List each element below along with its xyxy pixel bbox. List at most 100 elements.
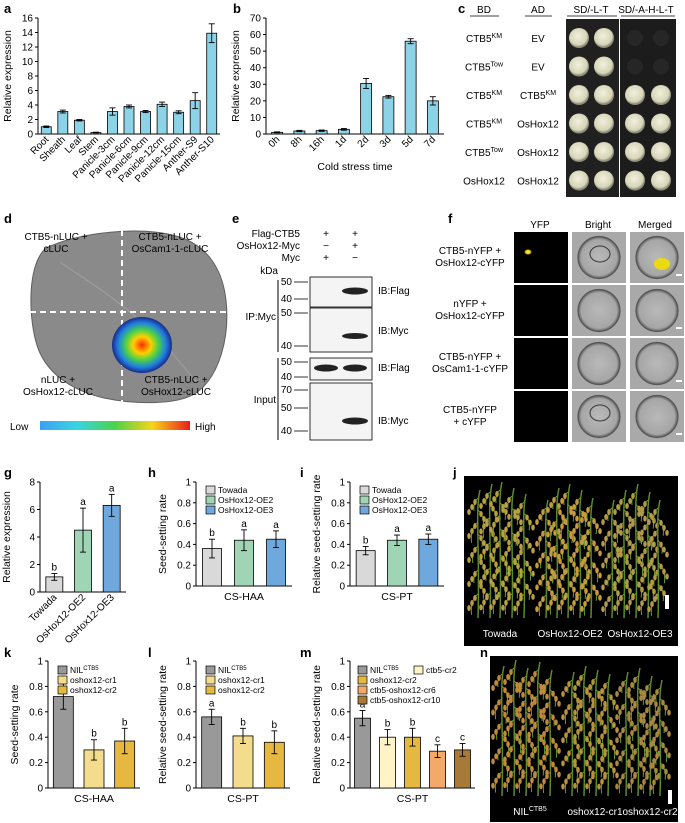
e-lane1-r1: + [323, 229, 329, 240]
chart-i-bar [418, 538, 439, 587]
rice-grain [615, 749, 619, 756]
rice-grain [587, 545, 591, 551]
yeast-colony [594, 142, 614, 162]
rice-grain [473, 499, 477, 505]
e-m2-40: 40 [281, 341, 293, 352]
panicle-branch [501, 759, 508, 777]
rice-grain [628, 588, 632, 594]
rice-grain [479, 511, 483, 517]
rice-grain [637, 534, 641, 541]
rice-grain [612, 722, 616, 728]
rice-grain [603, 700, 607, 707]
rice-grain [506, 765, 510, 772]
rice-grain [533, 747, 537, 753]
rice-grain [633, 701, 637, 707]
rice-grain [603, 683, 607, 689]
chart-b-ytick-label: 40 [250, 63, 262, 74]
rice-grain [494, 510, 498, 517]
rice-grain [653, 509, 657, 515]
rice-grain [621, 727, 625, 734]
rice-grain [489, 604, 493, 611]
chart-a-bar [73, 119, 85, 135]
rice-grain [616, 528, 620, 534]
rice-grain [539, 783, 543, 790]
rice-grain [521, 677, 525, 683]
rice-grain [645, 707, 649, 714]
chart-b-xtick-label: 3d [378, 134, 394, 150]
rice-grain [618, 755, 622, 762]
rice-grain [504, 599, 508, 606]
rice-grain [552, 594, 556, 601]
rice-grain [501, 580, 505, 587]
panel-label-k: k [4, 645, 12, 660]
rice-grain [604, 535, 608, 542]
rice-grain [615, 772, 619, 779]
chart-l-ytick-label: 0.2 [177, 758, 191, 769]
chart-m-legend-label: ctb5-oshox12-cr10 [370, 695, 441, 705]
rice-grain [650, 514, 654, 520]
rice-grain [647, 540, 651, 547]
rice-grain [516, 514, 520, 521]
chart-l-xlabel: CS-PT [227, 793, 259, 805]
rice-grain [665, 529, 669, 536]
yeast-colony [594, 56, 614, 77]
rice-grain [575, 541, 579, 547]
rice-grain [545, 773, 549, 780]
rice-grain [659, 519, 663, 526]
chart-b: 0 10 20 30 40 50 60 70 Relative expression 0h 8h 16… [230, 14, 444, 173]
protoplast-cell [635, 341, 679, 386]
rice-grain [595, 567, 599, 574]
rice-grain [645, 751, 649, 758]
rice-grain [495, 594, 499, 601]
rice-grain [649, 699, 653, 705]
rice-grain [662, 590, 666, 597]
panicle-branch [625, 760, 632, 778]
rice-grain [507, 594, 511, 601]
chart-m-sig-letter: a [360, 700, 366, 711]
rice-grain [607, 574, 611, 581]
rice-grain [518, 706, 522, 712]
chart-i-ytick-label: 0.8 [331, 498, 345, 509]
rice-grain [625, 503, 629, 509]
rice-grain [563, 594, 567, 601]
rice-grain [652, 736, 656, 743]
rice-grain [507, 539, 511, 546]
rice-grain [628, 498, 632, 504]
rice-grain [549, 502, 553, 508]
rice-grain [633, 773, 637, 779]
d-q1-line2: cLUC [43, 244, 68, 255]
chart-k-ytick-label: 0.6 [29, 707, 43, 718]
rice-grain [645, 773, 649, 780]
rice-grain [542, 731, 546, 738]
rice-grain [561, 538, 565, 545]
rice-grain [661, 721, 665, 727]
chart-i-legend-swatch [359, 505, 370, 515]
rice-grain [549, 526, 553, 533]
chart-k-ylabel: Seed-setting rate [9, 684, 21, 764]
rice-grain [507, 513, 511, 520]
rice-grain [637, 511, 641, 517]
chart-l: 0 0.2 0.4 0.6 0.8 1 Relative seed-setting rate… [157, 657, 290, 805]
rice-grain [497, 723, 501, 730]
chart-k-ytick-label: 0.8 [29, 682, 43, 693]
rice-grain [630, 697, 634, 704]
rice-grain [591, 679, 595, 685]
rice-grain [470, 504, 474, 510]
f-row-label-line1: CTB5-nYFP [443, 405, 497, 416]
j-scale-bar [665, 595, 669, 609]
rice-grain [655, 774, 659, 781]
rice-grain [650, 557, 654, 564]
rice-grain [528, 588, 532, 595]
rice-grain [482, 564, 486, 570]
rice-grain [551, 761, 555, 768]
rice-grain [661, 742, 665, 749]
panicle-branch [578, 722, 585, 740]
rice-grain [647, 606, 651, 613]
rice-grain [630, 766, 634, 773]
chart-k-legend-label: NILCTB5 [70, 665, 99, 675]
chart-a-bar [156, 103, 168, 135]
rice-panicle [557, 483, 579, 619]
chart-a-ytick-label: 6 [27, 86, 33, 97]
rice-grain [586, 551, 590, 558]
rice-grain [664, 768, 668, 775]
